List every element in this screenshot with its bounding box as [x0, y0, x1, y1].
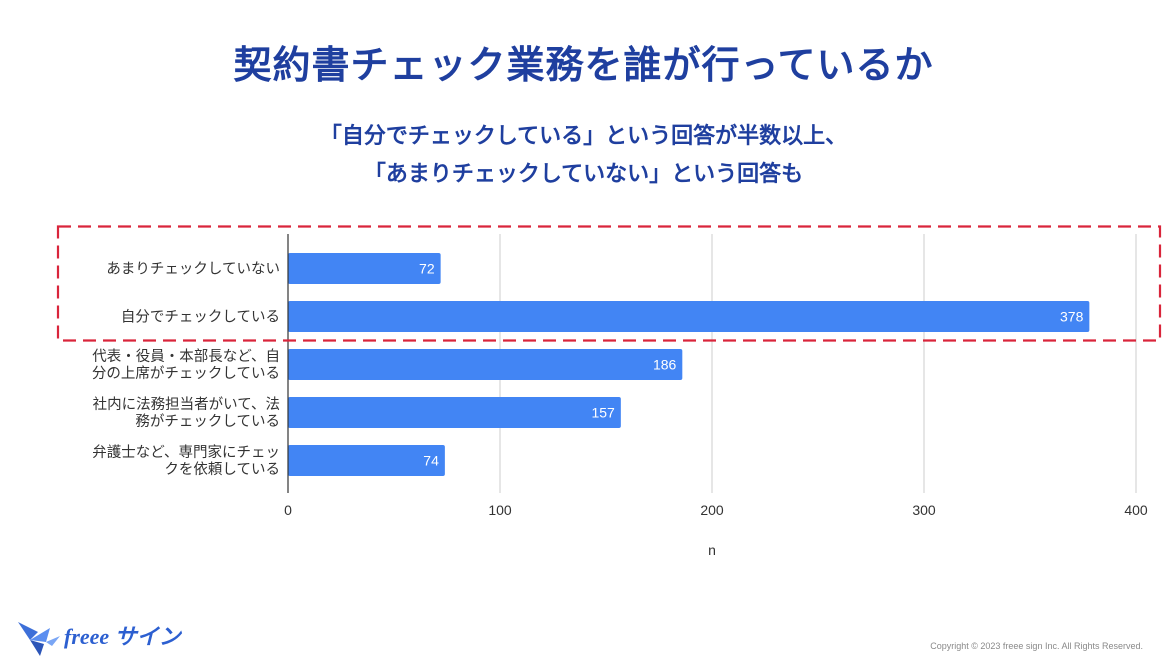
highlight-dashed-box — [56, 225, 1162, 342]
bar — [288, 397, 621, 428]
bar-value-label: 72 — [419, 261, 435, 277]
category-label: 代表・役員・本部長など、自 — [92, 348, 280, 365]
chart-subtitle-line-1: 「自分でチェックしている」という回答が半数以上、 — [319, 124, 848, 149]
x-tick-label: 400 — [1124, 502, 1148, 518]
bar — [288, 253, 441, 284]
category-label: 弁護士など、専門家にチェッ — [92, 444, 280, 461]
x-tick-label: 300 — [912, 502, 936, 518]
x-axis-title: n — [708, 542, 716, 558]
bar — [288, 445, 445, 476]
x-tick-label: 0 — [284, 502, 292, 518]
freee-sign-logo: freee サイン — [18, 622, 183, 656]
bar-value-label: 74 — [423, 453, 439, 469]
bar-value-label: 186 — [653, 357, 677, 373]
category-label: クを依頼している — [164, 461, 280, 478]
logo-text: freee サイン — [64, 624, 183, 649]
copyright-notice: Copyright © 2023 freee sign Inc. All Rig… — [930, 641, 1143, 651]
category-label: 社内に法務担当者がいて、法 — [93, 396, 280, 413]
category-label: 務がチェックしている — [135, 413, 280, 430]
chart-title: 契約書チェック業務を誰が行っているか — [233, 43, 934, 87]
bar — [288, 349, 683, 380]
category-label: 自分でチェックしている — [121, 309, 280, 326]
bar-value-label: 378 — [1060, 309, 1084, 325]
bird-logo-icon — [18, 622, 60, 656]
bar — [288, 301, 1090, 332]
x-tick-label: 200 — [700, 502, 724, 518]
chart-subtitle-line-2: 「あまりチェックしていない」という回答も — [363, 162, 804, 187]
category-label: 分の上席がチェックしている — [92, 365, 280, 382]
x-tick-label: 100 — [488, 502, 512, 518]
category-label: あまりチェックしていない — [106, 261, 280, 278]
bar-value-label: 157 — [591, 405, 615, 421]
